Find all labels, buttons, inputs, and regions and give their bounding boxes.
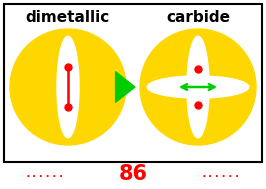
Ellipse shape <box>147 76 249 98</box>
Text: 86: 86 <box>118 164 148 184</box>
Circle shape <box>10 29 126 145</box>
Ellipse shape <box>187 36 209 138</box>
Text: carbide: carbide <box>166 11 230 26</box>
Ellipse shape <box>57 36 79 138</box>
Bar <box>4 4 262 162</box>
FancyArrowPatch shape <box>115 72 135 102</box>
Text: dimetallic: dimetallic <box>26 11 110 26</box>
Text: ......: ...... <box>201 169 241 179</box>
Text: ......: ...... <box>25 169 65 179</box>
Circle shape <box>140 29 256 145</box>
